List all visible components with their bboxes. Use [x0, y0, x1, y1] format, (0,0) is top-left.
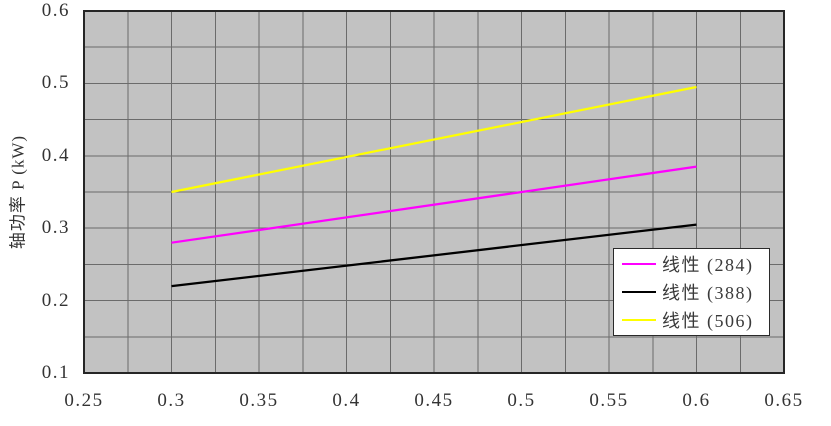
y-tick-label: 0.4 — [41, 144, 70, 166]
x-tick-label: 0.3 — [157, 390, 186, 411]
x-tick-label: 0.6 — [682, 390, 711, 411]
y-tick-label: 0.3 — [41, 217, 70, 239]
x-tick-label: 0.5 — [507, 390, 536, 411]
legend-item: 线性 (388) — [622, 278, 769, 306]
legend-label: 线性 (388) — [662, 283, 754, 303]
series-line-3 — [171, 85, 697, 194]
legend-item: 线性 (506) — [622, 306, 769, 334]
series-line-1 — [171, 165, 697, 244]
legend-label: 线性 (506) — [662, 311, 754, 331]
y-axis-tick-labels: 0.1 0.2 0.3 0.4 0.5 0.6 — [0, 0, 70, 426]
legend-line-swatch — [622, 263, 656, 265]
legend-item: 线性 (284) — [622, 250, 769, 278]
x-tick-label: 0.4 — [332, 390, 361, 411]
legend: 线性 (284) 线性 (388) 线性 (506) — [613, 248, 770, 336]
y-tick-label: 0.5 — [41, 72, 70, 94]
y-tick-label: 0.1 — [41, 362, 70, 383]
x-tick-label: 0.45 — [414, 390, 454, 411]
plot-border — [83, 10, 785, 374]
x-tick-label: 0.25 — [64, 390, 104, 411]
x-tick-label: 0.55 — [589, 390, 629, 411]
x-tick-label: 0.35 — [239, 390, 279, 411]
y-tick-label: 0.2 — [41, 289, 70, 311]
legend-label: 线性 (284) — [662, 255, 754, 275]
legend-line-swatch — [622, 319, 656, 321]
x-axis-tick-labels: 0.25 0.3 0.35 0.4 0.45 0.5 0.55 0.6 0.65 — [0, 390, 831, 416]
y-tick-label: 0.6 — [41, 0, 70, 21]
x-tick-label: 0.65 — [764, 390, 804, 411]
legend-line-swatch — [622, 291, 656, 293]
series-line-2 — [171, 223, 697, 288]
